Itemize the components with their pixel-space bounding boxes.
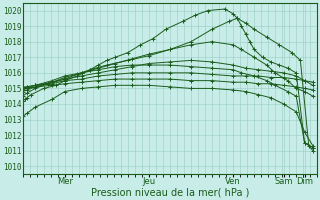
X-axis label: Pression niveau de la mer( hPa ): Pression niveau de la mer( hPa ) — [91, 187, 249, 197]
